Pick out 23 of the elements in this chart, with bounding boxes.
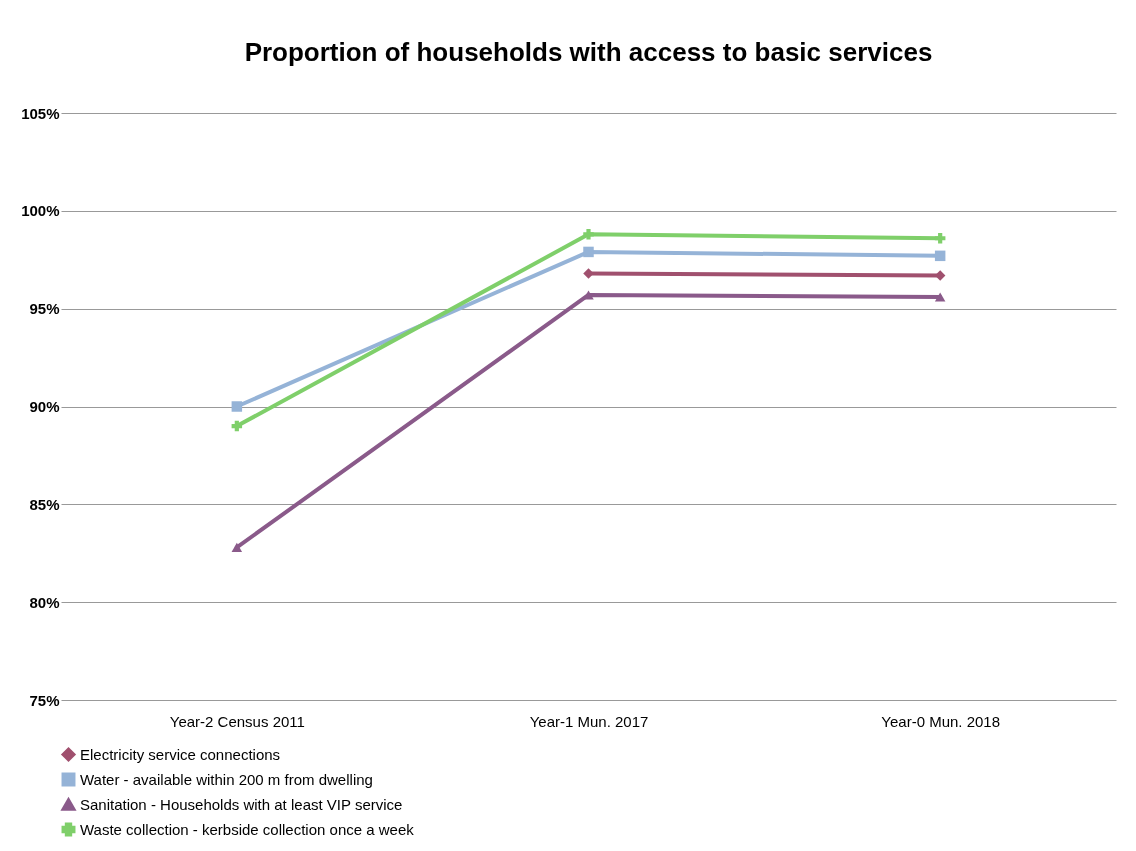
legend-label: Electricity service connections bbox=[80, 745, 281, 763]
point bbox=[583, 229, 594, 240]
point bbox=[934, 292, 946, 302]
y-tick-label: 85% bbox=[29, 495, 60, 513]
y-tick-label: 95% bbox=[29, 300, 60, 318]
point bbox=[934, 250, 946, 262]
y-tick-label: 75% bbox=[29, 691, 60, 709]
point bbox=[231, 542, 243, 552]
x-tick-label: Year-2 Census 2011 bbox=[169, 712, 305, 730]
y-tick-label: 105% bbox=[21, 104, 60, 122]
y-tick-label: 80% bbox=[29, 593, 60, 611]
x-tick-label: Year-1 Mun. 2017 bbox=[529, 712, 649, 730]
legend-label: Water - available within 200 m from dwelling bbox=[80, 770, 373, 788]
y-tick-label: 100% bbox=[21, 202, 60, 220]
point bbox=[231, 420, 243, 432]
y-tick-label: 90% bbox=[29, 398, 60, 415]
point bbox=[231, 401, 243, 412]
legend-label: Sanitation - Households with at least VIP service bbox=[80, 795, 403, 813]
legend-label: Waste collection - kerbside collection once a week bbox=[80, 820, 415, 838]
x-tick-label: Year-0 Mun. 2018 bbox=[881, 712, 1001, 730]
point bbox=[934, 232, 946, 244]
point bbox=[583, 246, 594, 258]
chart-title: Proportion of households with access to basic services bbox=[244, 37, 933, 67]
